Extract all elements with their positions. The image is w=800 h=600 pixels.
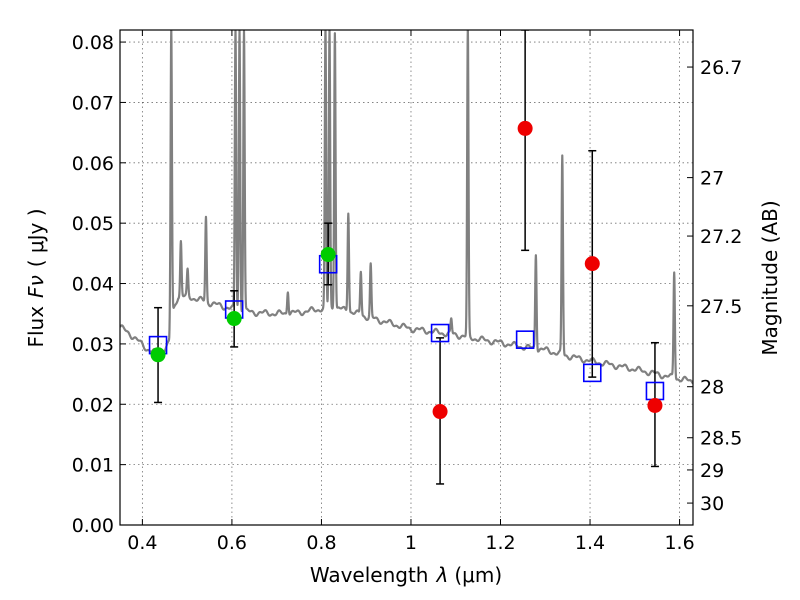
y-tick-label: 0.03	[72, 334, 114, 356]
tick-labels: 0.4 0.6 0.8 1 1.2 1.4 1.6 0.00 0.01 0.02 0.03 0.04 0…	[72, 32, 743, 554]
observed-flux-point	[647, 397, 663, 413]
observed-flux-point	[320, 247, 336, 263]
x-tick-label: 1.4	[575, 532, 605, 554]
observed-flux-point	[150, 347, 166, 363]
y2-tick-label: 28	[700, 377, 724, 399]
x-tick-label: 0.4	[127, 532, 157, 554]
x-tick-label: 0.8	[306, 532, 336, 554]
y2-tick-label: 27.2	[700, 226, 742, 248]
y2-tick-label: 26.7	[700, 57, 742, 79]
y-axis-label: FluxFν( μJy )	[24, 208, 48, 347]
plot-frame	[119, 29, 694, 526]
y2-tick-label: 30	[700, 493, 724, 515]
observed-flux-point	[517, 120, 533, 136]
axis-ticks	[120, 30, 693, 526]
x-tick-label: 1.6	[664, 532, 694, 554]
data-markers	[148, 120, 665, 420]
y-tick-label: 0.02	[72, 394, 114, 416]
x-axis-label: Wavelength λ (μm)	[310, 563, 502, 587]
y2-tick-label: 27	[700, 168, 724, 190]
model-flux-square	[430, 323, 450, 343]
y2-tick-label: 29	[700, 460, 724, 482]
y-tick-label: 0.06	[72, 153, 114, 175]
y-tick-label: 0.01	[72, 455, 114, 477]
model-flux-square	[515, 330, 535, 349]
y-tick-label: 0.05	[72, 213, 114, 235]
observed-flux-point	[584, 256, 600, 272]
y2-tick-label: 27.5	[700, 296, 742, 318]
y2-tick-label: 28.5	[700, 428, 742, 450]
x-tick-label: 0.6	[217, 532, 247, 554]
grid-lines	[120, 30, 693, 525]
model-flux-square	[582, 363, 602, 383]
x-tick-label: 1.2	[485, 532, 515, 554]
y-tick-label: 0.07	[72, 92, 114, 114]
observed-flux-point	[226, 311, 242, 327]
y2-axis-label: Magnitude (AB)	[758, 200, 782, 355]
y-tick-label: 0.08	[72, 32, 114, 54]
observed-flux-point	[432, 404, 448, 420]
y-tick-label: 0.04	[72, 274, 114, 296]
y-tick-label: 0.00	[72, 515, 114, 537]
x-tick-label: 1	[405, 532, 417, 554]
